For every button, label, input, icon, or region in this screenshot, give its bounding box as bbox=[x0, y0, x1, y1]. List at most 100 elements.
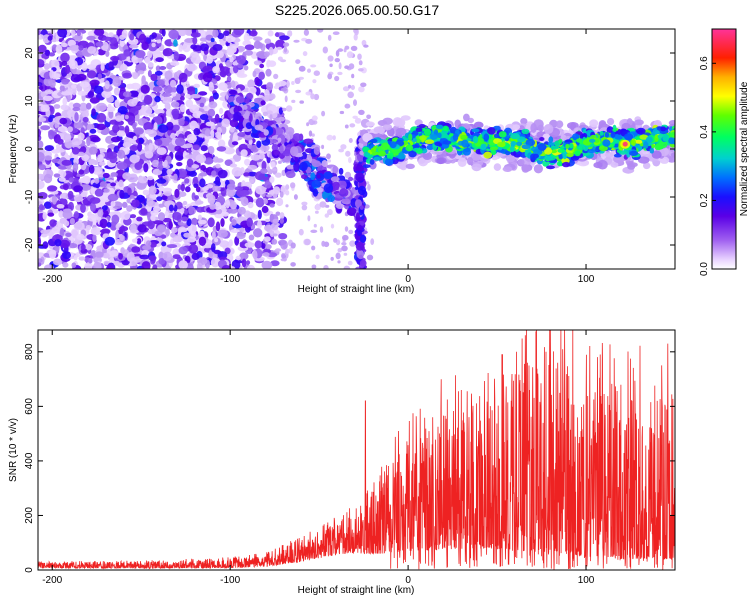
heatmap-cell bbox=[530, 123, 537, 133]
heatmap-cell bbox=[91, 108, 96, 116]
heatmap-cell bbox=[141, 75, 146, 85]
heatmap-cell bbox=[290, 262, 296, 267]
heatmap-cell bbox=[150, 73, 158, 82]
heatmap-cell bbox=[38, 152, 45, 162]
heatmap-cell bbox=[81, 184, 91, 191]
heatmap-cell bbox=[89, 128, 97, 134]
heatmap-cell bbox=[252, 70, 257, 78]
heatmap-cell bbox=[278, 107, 283, 115]
heatmap-cell bbox=[272, 218, 279, 224]
heatmap-cell bbox=[139, 254, 150, 260]
heatmap-cell bbox=[238, 206, 246, 215]
heatmap-cell bbox=[63, 220, 70, 227]
heatmap-cell bbox=[343, 265, 351, 269]
heatmap-cell bbox=[58, 176, 66, 182]
heatmap-cell bbox=[231, 219, 237, 226]
heatmap-cell bbox=[62, 210, 73, 219]
heatmap-cell bbox=[191, 217, 198, 226]
heatmap-cell bbox=[94, 177, 100, 184]
heatmap-cell bbox=[315, 254, 320, 260]
heatmap-cell bbox=[344, 226, 349, 232]
heatmap-cell bbox=[152, 86, 163, 93]
heatmap-cell bbox=[132, 72, 139, 80]
heatmap-cell bbox=[109, 37, 118, 44]
heatmap-cell bbox=[365, 121, 375, 127]
heatmap-cell bbox=[298, 65, 306, 72]
heatmap-cell bbox=[110, 200, 116, 207]
heatmap-cell bbox=[130, 82, 141, 90]
heatmap-cell bbox=[43, 173, 53, 184]
heatmap-cell bbox=[219, 39, 226, 47]
heatmap-cell bbox=[230, 80, 236, 88]
heatmap-cell bbox=[206, 184, 214, 189]
heatmap-cell bbox=[99, 181, 108, 188]
heatmap-cell bbox=[310, 93, 315, 100]
heatmap-cell bbox=[232, 154, 242, 162]
heatmap-cell bbox=[533, 164, 544, 174]
heatmap-cell bbox=[250, 154, 261, 161]
heatmap-cell bbox=[38, 59, 45, 67]
heatmap-cell bbox=[158, 160, 164, 171]
heatmap-cell bbox=[227, 37, 232, 43]
heatmap-cell bbox=[262, 111, 268, 117]
heatmap-cell bbox=[348, 63, 355, 70]
heatmap-cell bbox=[344, 124, 349, 129]
heatmap-cell bbox=[323, 183, 334, 194]
heatmap-cell bbox=[97, 154, 104, 163]
heatmap-cell bbox=[236, 63, 244, 69]
heatmap-cell bbox=[252, 36, 263, 41]
heatmap-cell bbox=[272, 233, 278, 237]
heatmap-cell bbox=[211, 243, 216, 253]
heatmap-cell bbox=[141, 261, 151, 269]
heatmap-cell bbox=[335, 50, 340, 57]
heatmap-cell bbox=[84, 262, 93, 269]
heatmap-cell bbox=[634, 119, 644, 126]
heatmap-cell bbox=[290, 242, 296, 249]
heatmap-cell bbox=[269, 203, 275, 208]
heatmap-cell bbox=[72, 162, 79, 172]
heatmap-cell bbox=[240, 196, 249, 207]
heatmap-cell bbox=[40, 229, 50, 235]
heatmap-cell bbox=[279, 212, 285, 220]
heatmap-cell bbox=[178, 118, 185, 127]
heatmap-cell bbox=[86, 64, 97, 70]
heatmap-cell bbox=[146, 197, 154, 207]
heatmap-cell bbox=[57, 138, 64, 145]
heatmap-cell bbox=[323, 265, 329, 269]
heatmap-cell bbox=[110, 182, 116, 187]
heatmap-cell bbox=[157, 212, 166, 221]
heatmap-cell bbox=[284, 95, 288, 103]
heatmap-cell bbox=[52, 73, 61, 79]
heatmap-cell bbox=[301, 174, 308, 180]
heatmap-cell bbox=[86, 102, 92, 110]
heatmap-cell bbox=[205, 121, 215, 127]
heatmap-cell bbox=[117, 106, 128, 116]
heatmap-cell bbox=[44, 145, 54, 152]
heatmap-cell bbox=[321, 160, 328, 167]
heatmap-cell bbox=[94, 188, 104, 197]
heatmap-cell bbox=[239, 189, 250, 197]
heatmap-cell bbox=[217, 139, 226, 148]
heatmap-cell bbox=[154, 70, 163, 76]
heatmap-cell bbox=[200, 164, 207, 171]
heatmap-cell bbox=[197, 262, 203, 269]
heatmap-cell bbox=[169, 79, 177, 88]
heatmap-cell bbox=[344, 103, 351, 109]
heatmap-cell bbox=[382, 117, 393, 125]
heatmap-cell bbox=[171, 101, 180, 108]
heatmap-cell bbox=[285, 184, 290, 191]
heatmap-cell bbox=[299, 100, 305, 104]
heatmap-cell bbox=[471, 128, 480, 133]
heatmap-cell bbox=[130, 223, 137, 233]
heatmap-cell bbox=[57, 29, 68, 38]
heatmap-cell bbox=[208, 83, 215, 92]
heatmap-cell bbox=[180, 183, 185, 192]
heatmap-cell bbox=[275, 211, 281, 216]
heatmap-cell bbox=[154, 139, 163, 146]
heatmap-cell bbox=[330, 256, 334, 261]
heatmap-cell bbox=[170, 132, 176, 139]
heatmap-cell bbox=[159, 66, 167, 70]
heatmap-cell bbox=[100, 62, 105, 72]
heatmap-cell bbox=[279, 191, 284, 198]
heatmap-cell bbox=[310, 64, 317, 68]
